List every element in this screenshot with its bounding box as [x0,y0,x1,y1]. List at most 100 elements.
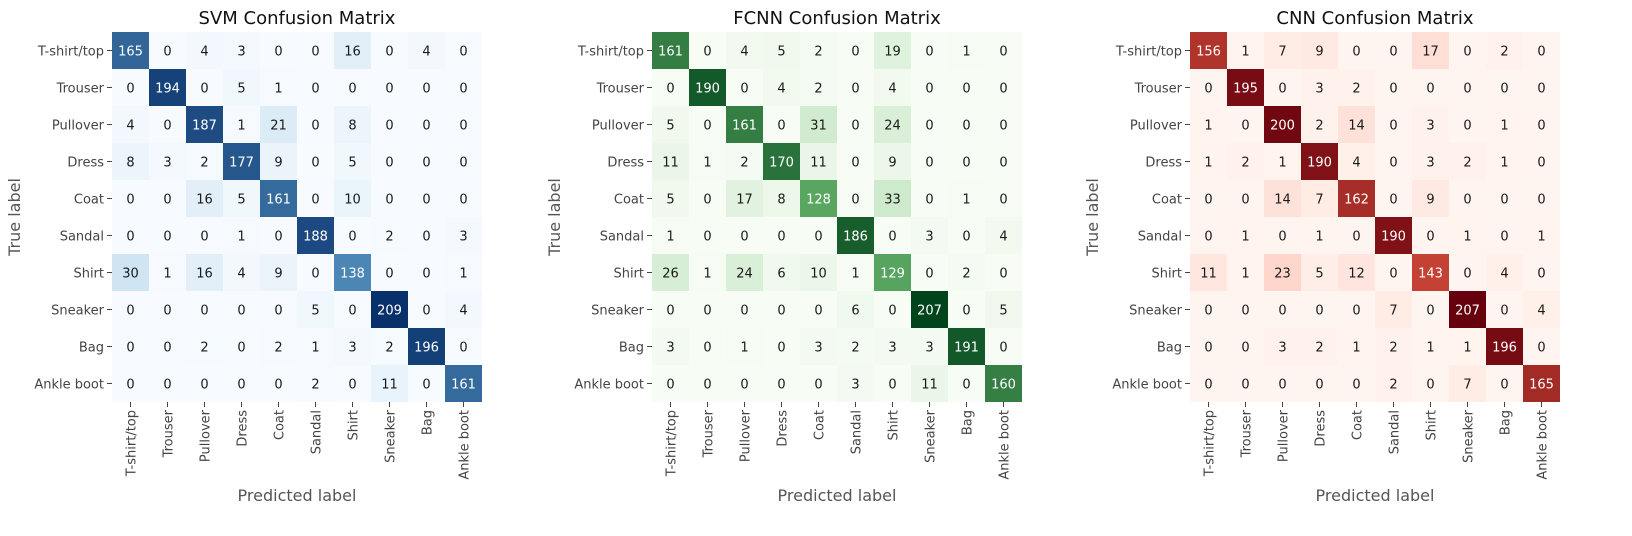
heatmap-cell [874,291,911,328]
cell-value: 0 [1352,304,1360,319]
heatmap-cell [1338,69,1375,106]
heatmap-cell [260,328,297,365]
x-tick-label: Sneaker [924,409,939,463]
heatmap-cell [260,106,297,143]
heatmap-cell [985,69,1022,106]
heatmap-cell [874,106,911,143]
cell-value: 0 [1204,378,1212,393]
cell-value: 0 [1389,267,1397,282]
cell-value: 0 [999,341,1007,356]
cell-value: 0 [999,193,1007,208]
y-tick-label: Shirt [613,267,644,282]
cell-value: 196 [1492,341,1517,356]
heatmap-cell [371,143,408,180]
cell-value: 0 [1537,45,1545,60]
heatmap-cell [689,291,726,328]
heatmap-cell [800,69,837,106]
cell-value: 161 [732,119,757,134]
cell-value: 0 [666,82,674,97]
heatmap-cell [800,365,837,402]
heatmap-cell [874,365,911,402]
cell-value: 0 [1352,378,1360,393]
heatmap-cell [948,180,985,217]
heatmap-cell [297,180,334,217]
cell-value: 143 [1418,267,1443,282]
cell-value: 0 [888,230,896,245]
heatmap-cell [837,254,874,291]
cell-value: 0 [1500,230,1508,245]
cell-value: 0 [1278,230,1286,245]
cell-value: 0 [237,378,245,393]
heatmap-cell [1375,32,1412,69]
cell-value: 24 [884,119,901,134]
heatmap-cell [445,180,482,217]
cell-value: 0 [1204,230,1212,245]
cell-value: 4 [422,45,430,60]
cell-value: 0 [1500,82,1508,97]
heatmap-cell [800,106,837,143]
heatmap-cell [1375,180,1412,217]
cell-value: 8 [777,193,785,208]
cell-value: 0 [1389,82,1397,97]
cell-value: 0 [1278,82,1286,97]
heatmap-cell [223,143,260,180]
heatmap-cell [1486,365,1523,402]
heatmap-cell [726,69,763,106]
cell-value: 0 [385,82,393,97]
cell-value: 0 [459,193,467,208]
heatmap-cell [297,291,334,328]
cell-value: 11 [381,378,398,393]
cell-value: 207 [917,304,942,319]
cell-value: 0 [1204,304,1212,319]
cell-value: 4 [200,45,208,60]
cell-value: 2 [385,341,393,356]
cell-value: 0 [126,341,134,356]
cell-value: 0 [163,378,171,393]
cell-value: 0 [1278,378,1286,393]
x-tick-label: T-shirt/top [125,410,140,477]
heatmap-cell [1449,254,1486,291]
cell-value: 0 [422,82,430,97]
cell-value: 161 [451,378,476,393]
cell-value: 16 [344,45,361,60]
x-tick-label: Pullover [199,409,214,462]
cell-value: 0 [777,341,785,356]
heatmap-cell [1523,291,1560,328]
cell-value: 2 [814,82,822,97]
heatmap-cell [911,217,948,254]
y-tick-label: Ankle boot [574,378,644,393]
cell-value: 0 [200,82,208,97]
cell-value: 1 [459,267,467,282]
heatmap-cell [186,106,223,143]
cell-value: 190 [695,82,720,97]
cell-value: 1 [274,82,282,97]
heatmap-cell [763,365,800,402]
x-tick-label: T-shirt/top [665,410,680,477]
heatmap-cell [985,254,1022,291]
cell-value: 129 [880,267,905,282]
heatmap-cell [408,217,445,254]
cell-value: 3 [163,156,171,171]
y-axis-title: True label [545,178,564,257]
cell-value: 0 [422,304,430,319]
heatmap-cell [689,32,726,69]
cell-value: 1 [851,267,859,282]
cell-value: 1 [666,230,674,245]
heatmap-cell [149,106,186,143]
heatmap-cell [149,143,186,180]
cell-value: 187 [192,119,217,134]
cell-value: 1 [1537,230,1545,245]
y-tick-label: Bag [619,341,644,356]
heatmap-cell [260,291,297,328]
cell-value: 33 [884,193,901,208]
x-tick-label: Sneaker [384,409,399,463]
heatmap-cell [948,365,985,402]
cell-value: 0 [814,378,822,393]
cell-value: 177 [229,156,254,171]
heatmap-cell [1375,328,1412,365]
heatmap-cell [1301,254,1338,291]
heatmap-cell [837,217,874,254]
cell-value: 156 [1196,45,1221,60]
heatmap-cell [1190,143,1227,180]
heatmap-cell [763,328,800,365]
